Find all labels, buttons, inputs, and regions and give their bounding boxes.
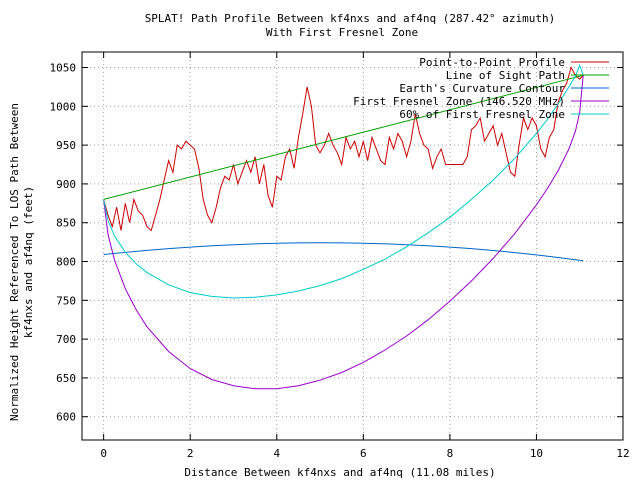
legend-label: 60% of First Fresnel Zone (399, 108, 565, 121)
y-tick-label: 600 (56, 411, 76, 424)
y-tick-label: 700 (56, 333, 76, 346)
x-tick-label: 4 (273, 447, 280, 460)
y-tick-label: 800 (56, 256, 76, 269)
x-tick-label: 12 (616, 447, 629, 460)
legend-label: Line of Sight Path (446, 69, 565, 82)
series-line-first-fresnel-zone-146-520-mhz (103, 75, 584, 390)
x-tick-label: 6 (360, 447, 367, 460)
legend-label: Point-to-Point Profile (419, 56, 565, 69)
x-tick-label: 8 (447, 447, 454, 460)
y-tick-label: 850 (56, 217, 76, 230)
x-axis-label: Distance Between kf4nxs and af4nq (11.08… (184, 466, 495, 479)
plot-frame (81, 51, 624, 441)
x-tick-label: 10 (530, 447, 543, 460)
series-line-60-of-first-fresnel-zone (103, 63, 584, 299)
x-tick-label: 0 (100, 447, 107, 460)
axis-ticks: 600 650 700 750 800 850 900 950 1000 1050 0 2 4 6 8 10 1… (50, 52, 630, 460)
y-tick-label: 950 (56, 139, 76, 152)
y-tick-label: 650 (56, 372, 76, 385)
y-tick-label: 750 (56, 294, 76, 307)
y-axis-label-line-1: Normalized Height Referenced To LOS Path… (8, 103, 21, 421)
x-tick-label: 2 (187, 447, 194, 460)
series-line-line-of-sight-path (103, 74, 584, 200)
legend-label: Earth's Curvature Contour (399, 82, 565, 95)
y-tick-label: 1050 (50, 62, 77, 75)
series-lines (103, 63, 584, 390)
legend-label: First Fresnel Zone (146.520 MHz) (353, 95, 565, 108)
series-line-earth-s-curvature-contour (103, 242, 584, 262)
chart-subtitle: With First Fresnel Zone (266, 26, 418, 39)
chart-title: SPLAT! Path Profile Between kf4nxs and a… (145, 12, 556, 25)
y-tick-label: 900 (56, 178, 76, 191)
y-axis-label-line-2: kf4nxs and af4nq (feet) (22, 186, 35, 338)
y-tick-label: 1000 (50, 100, 77, 113)
series-line-point-to-point-profile (103, 66, 584, 232)
